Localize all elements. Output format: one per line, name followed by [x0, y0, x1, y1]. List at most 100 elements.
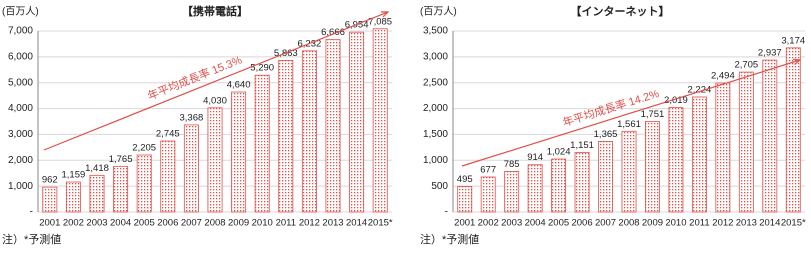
bar [254, 74, 270, 213]
annotation: 年平均成長率 15.3% [146, 52, 244, 102]
x-tick-label: 2014 [346, 218, 367, 229]
bar [160, 140, 176, 213]
value-label: 785 [504, 159, 520, 170]
bar [715, 82, 731, 213]
x-tick-label: 2012 [712, 218, 733, 229]
x-tick-label: 2007 [181, 218, 202, 229]
x-tick-label: 2005 [548, 218, 569, 229]
bar [598, 141, 613, 213]
bar [183, 124, 199, 213]
x-tick-label: 2003 [501, 218, 522, 229]
value-label: 2,019 [664, 95, 688, 106]
value-label: 1,765 [109, 154, 133, 165]
y-unit: (百万人) [420, 6, 457, 18]
value-label: 1,751 [641, 109, 665, 120]
arrow-head [792, 58, 802, 65]
bar [621, 130, 637, 213]
x-tick-label: 2006 [157, 218, 178, 229]
bar [301, 50, 317, 213]
chart-title: 【インターネット】 [571, 5, 670, 18]
value-label: 1,159 [62, 170, 86, 181]
value-label: 4,640 [227, 80, 251, 91]
x-tick-label: 2002 [63, 218, 84, 229]
x-tick-label: 2007 [595, 218, 616, 229]
bar [372, 28, 388, 213]
x-tick-label: 2013 [736, 218, 757, 229]
footnote: 注）*予測値 [2, 232, 61, 246]
value-label: 962 [42, 175, 58, 186]
bar [89, 174, 105, 213]
x-tick-label: 2006 [571, 218, 592, 229]
y-tick-label: 1,500 [423, 129, 448, 140]
y-tick-label: 1,000 [8, 181, 33, 192]
chart-title: 【携帯電話】 [182, 4, 248, 18]
x-tick-label: 2009 [228, 218, 249, 229]
value-label: 5,290 [250, 63, 274, 74]
x-tick-label: 2008 [618, 218, 639, 229]
y-tick-label: 3,000 [423, 51, 448, 62]
value-label: 3,174 [781, 35, 805, 46]
x-tick-label: 2005 [134, 218, 155, 229]
value-label: 1,024 [547, 147, 571, 158]
bar [42, 186, 58, 213]
bar [785, 47, 801, 213]
bar [136, 154, 152, 213]
y-tick-label: 500 [431, 181, 448, 192]
x-tick-label: 2011 [276, 218, 296, 229]
x-tick-label: 2010 [665, 218, 686, 229]
value-label: 914 [527, 152, 543, 163]
trend-arrow [43, 11, 389, 151]
bar [349, 31, 365, 213]
x-tick-label: 2012 [299, 218, 320, 229]
x-tick-label: 2002 [478, 218, 499, 229]
x-tick-label: 2015* [781, 218, 806, 229]
value-label: 1,151 [570, 140, 594, 151]
x-tick-label: 2004 [525, 218, 546, 229]
value-label: 2,494 [711, 71, 735, 82]
y-unit: (百万人) [2, 6, 39, 18]
bar [480, 176, 496, 213]
y-tick-label: 3,500 [423, 26, 448, 37]
value-label: 2,745 [156, 129, 180, 140]
y-tick-label: 3,000 [8, 129, 33, 140]
value-label: 1,561 [617, 119, 641, 130]
footnote: 注）*予測値 [420, 232, 479, 246]
x-tick-label: 2015* [368, 218, 393, 229]
y-tick-label: 4,000 [8, 103, 33, 114]
bar [207, 107, 223, 213]
value-label: 677 [480, 165, 496, 176]
y-tick-label: 2,000 [8, 155, 33, 166]
x-tick-label: 2001 [39, 218, 60, 229]
value-label: 2,937 [758, 48, 782, 59]
y-tick-label: 1,000 [423, 155, 448, 166]
value-label: 2,705 [734, 60, 758, 71]
value-label: 1,365 [594, 129, 618, 140]
x-tick-label: 2010 [252, 218, 273, 229]
value-label: 1,418 [85, 163, 109, 174]
y-tick-label: 7,000 [8, 26, 33, 37]
y-tick-label: 2,500 [423, 77, 448, 88]
value-label: 2,224 [688, 85, 712, 96]
x-tick-label: 2008 [204, 218, 225, 229]
y-tick-label: 5,000 [8, 77, 33, 88]
bar [504, 171, 520, 213]
x-tick-label: 2004 [110, 218, 131, 229]
value-label: 3,368 [180, 112, 204, 123]
bar [668, 107, 684, 213]
x-tick-label: 2014 [759, 218, 780, 229]
value-label: 2,205 [132, 143, 156, 154]
arrow-head [380, 11, 390, 18]
bar [574, 152, 590, 213]
bar [738, 71, 754, 213]
bar [231, 91, 247, 213]
value-label: 7,085 [368, 16, 392, 27]
x-tick-label: 2009 [642, 218, 663, 229]
x-tick-label: 2013 [322, 218, 343, 229]
bar [551, 158, 567, 213]
y-tick-label: - [30, 207, 33, 218]
x-tick-label: 2001 [454, 218, 475, 229]
bar [762, 59, 778, 213]
bar [325, 39, 341, 213]
y-tick-label: 6,000 [8, 51, 33, 62]
value-label: 4,030 [203, 95, 227, 106]
